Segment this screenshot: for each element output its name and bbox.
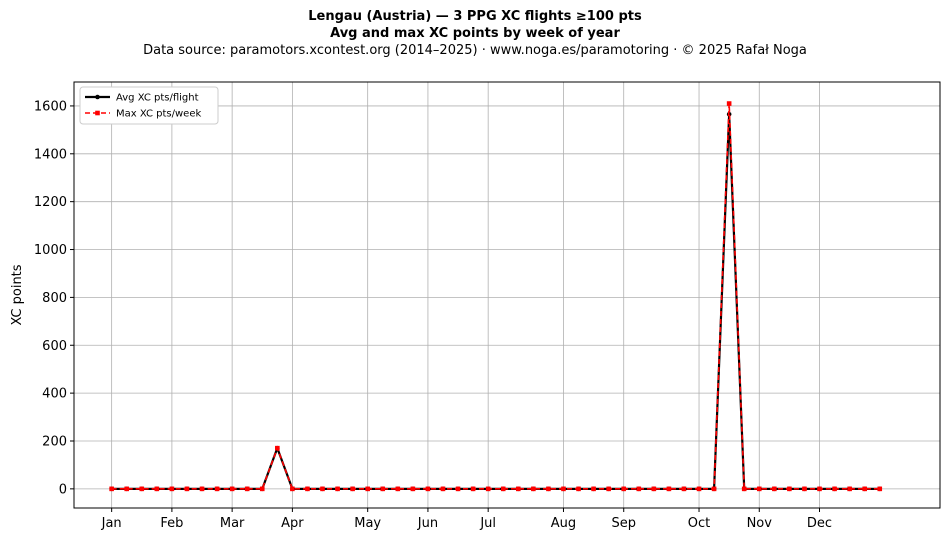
data-point <box>832 486 837 492</box>
data-point <box>591 486 596 492</box>
plot-area <box>74 82 940 508</box>
y-tick-label: 1000 <box>34 243 67 258</box>
data-point <box>636 486 642 492</box>
data-point <box>365 486 370 492</box>
data-point <box>350 486 355 492</box>
x-tick-label: Aug <box>551 516 576 531</box>
x-tick-label: Apr <box>281 516 304 531</box>
x-tick-label: Jan <box>101 516 122 531</box>
legend-box <box>79 86 219 125</box>
data-point <box>651 486 657 492</box>
data-point <box>756 486 762 492</box>
data-point <box>470 486 476 492</box>
data-point <box>696 486 702 492</box>
y-tick-label: 1400 <box>34 147 67 162</box>
legend: Avg XC pts/flight Max XC pts/week <box>79 86 219 125</box>
data-point <box>199 486 205 492</box>
data-point <box>621 486 627 492</box>
data-point <box>531 486 536 492</box>
x-tick-label: Nov <box>747 516 773 531</box>
data-point <box>335 486 340 492</box>
chart-title: Lengau (Austria) — 3 PPG XC flights ≥100… <box>308 9 642 24</box>
data-point <box>802 486 807 492</box>
data-point <box>500 486 506 492</box>
x-tick-label: Mar <box>220 516 245 531</box>
chart-title-block: Lengau (Austria) — 3 PPG XC flights ≥100… <box>0 8 950 59</box>
x-tick-label: Oct <box>688 516 710 531</box>
data-point <box>772 486 777 492</box>
data-point <box>410 486 416 492</box>
data-point <box>862 486 867 492</box>
data-point <box>877 486 883 492</box>
data-point <box>425 486 431 492</box>
y-tick-label: 200 <box>42 434 67 449</box>
data-point <box>124 486 130 492</box>
data-point <box>711 486 717 492</box>
data-point <box>440 486 446 492</box>
data-point <box>214 486 220 492</box>
data-point <box>726 101 732 106</box>
series-line <box>111 102 880 490</box>
axes-frame <box>73 81 941 509</box>
x-tick-label: Feb <box>160 516 183 531</box>
chart-subtitle: Avg and max XC points by week of year <box>330 26 620 41</box>
data-point <box>455 486 461 492</box>
data-point <box>546 486 551 492</box>
data-point <box>244 486 250 492</box>
x-tick-label: Dec <box>807 516 832 531</box>
y-tick-label: 600 <box>42 339 67 354</box>
y-axis-label: XC points <box>10 264 25 325</box>
data-point <box>380 486 386 492</box>
y-tick-label: 800 <box>42 291 67 306</box>
x-tick-label: Jul <box>479 516 496 531</box>
data-point <box>259 486 265 492</box>
data-point <box>515 486 521 492</box>
y-tick-label: 400 <box>42 387 67 402</box>
data-point <box>666 486 672 492</box>
x-tick-label: May <box>354 516 381 531</box>
data-point <box>395 486 401 492</box>
data-point <box>275 445 280 451</box>
x-tick-label: Sep <box>611 516 636 531</box>
series-max <box>109 101 883 492</box>
y-tick-label: 1600 <box>34 99 67 114</box>
data-point <box>305 486 310 492</box>
data-point <box>576 486 581 492</box>
y-tick-label: 1200 <box>34 195 67 210</box>
data-point <box>847 486 852 492</box>
x-tick-label: Jun <box>417 516 438 531</box>
data-point <box>741 486 747 492</box>
legend-marker <box>95 110 100 116</box>
chart-source-line: Data source: paramotors.xcontest.org (20… <box>143 43 807 58</box>
data-point <box>184 486 190 492</box>
data-point <box>109 486 114 492</box>
data-point <box>139 486 145 492</box>
data-point <box>787 486 792 492</box>
data-point <box>485 486 491 492</box>
data-point <box>154 486 160 492</box>
legend-label: Avg XC pts/flight <box>116 93 199 104</box>
data-point <box>561 486 566 492</box>
data-point <box>681 486 687 492</box>
data-point <box>169 486 175 492</box>
y-tick-label: 0 <box>59 482 67 497</box>
data-point <box>290 486 295 492</box>
data-point <box>817 486 822 492</box>
data-point <box>320 486 325 492</box>
data-point <box>606 486 611 492</box>
legend-marker <box>95 94 100 100</box>
legend-label: Max XC pts/week <box>116 109 201 120</box>
data-point <box>229 486 235 492</box>
